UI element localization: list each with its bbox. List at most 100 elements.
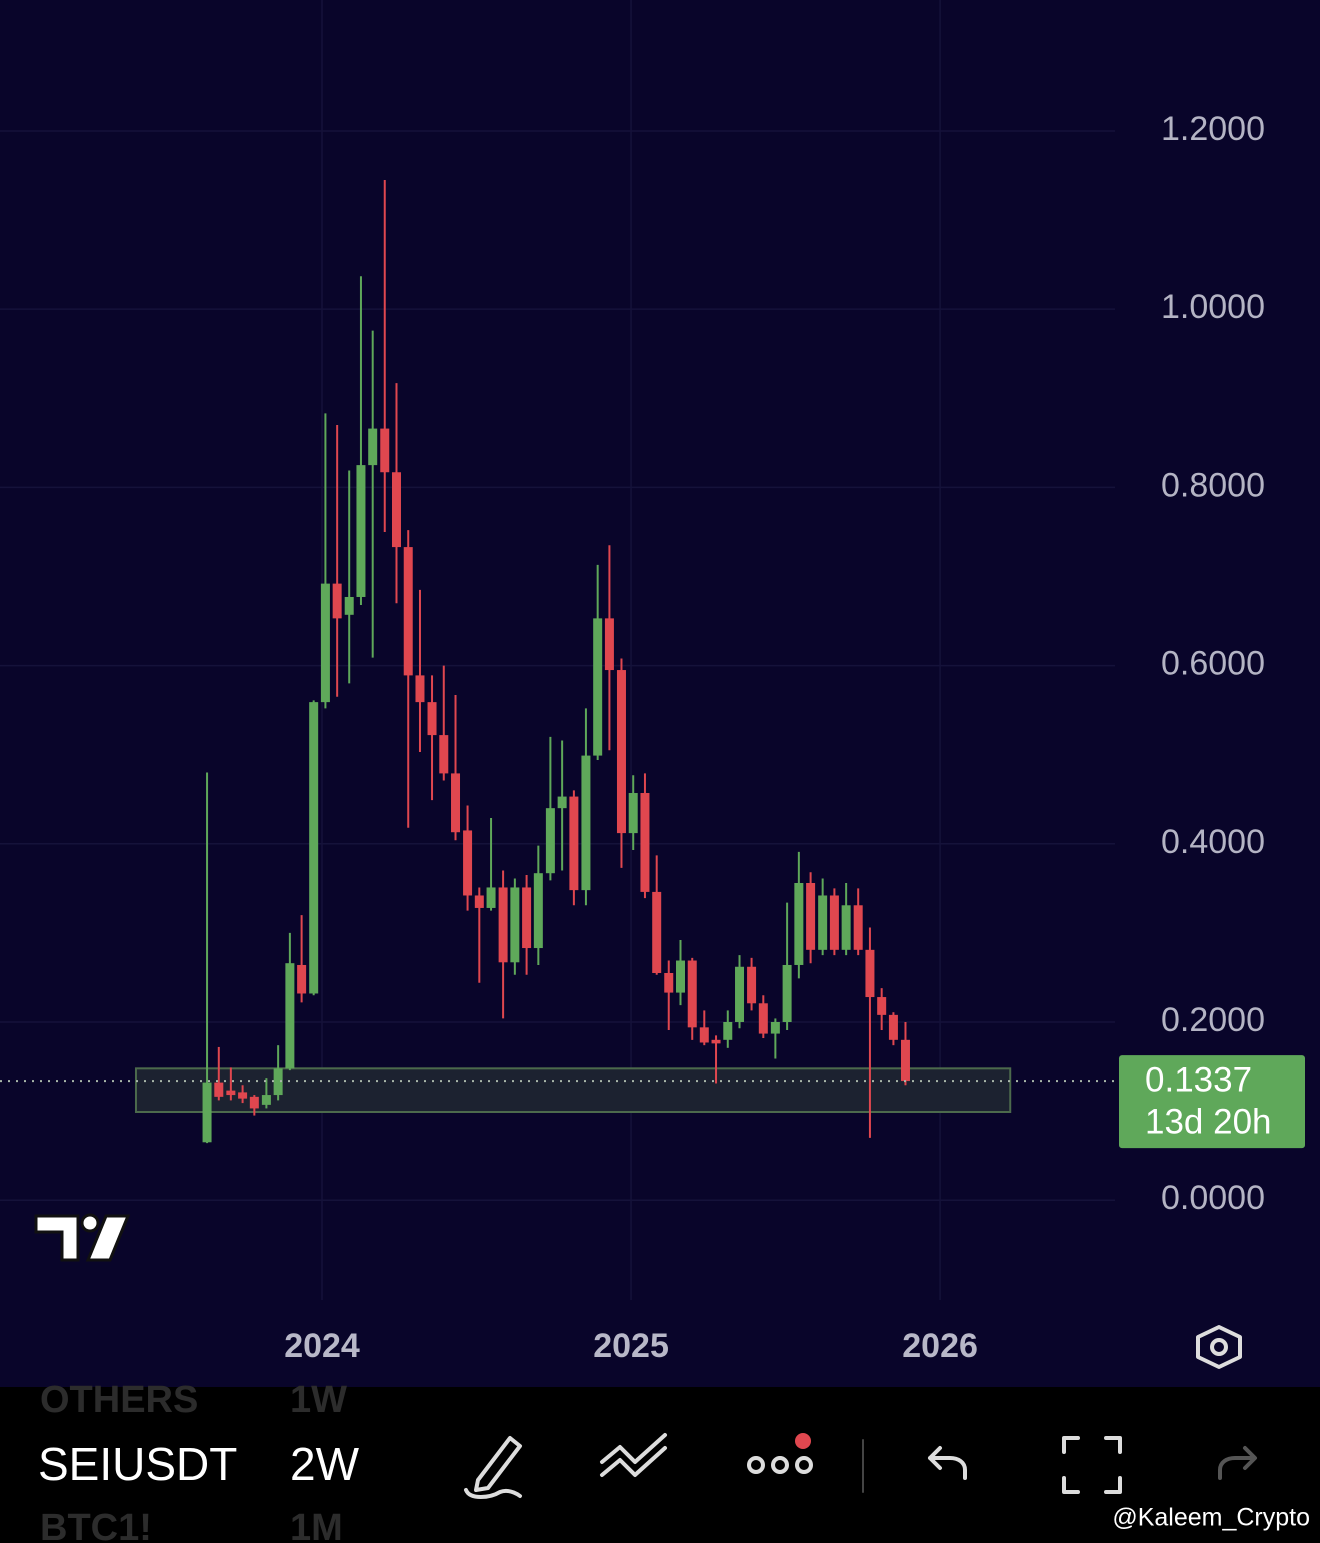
candle-body: [297, 964, 307, 994]
y-tick-label: 1.0000: [1161, 288, 1265, 326]
chart: 0.0000 0.2000 0.4000 0.6000 0.8000 1.0000 1.20…: [0, 0, 1305, 1365]
price-label-box: [1119, 1055, 1305, 1149]
y-tick-label: 0.8000: [1161, 466, 1265, 504]
candle-body: [285, 963, 295, 1069]
candle-body: [865, 949, 875, 998]
undo-button[interactable]: [928, 1446, 967, 1480]
candle-body: [900, 1039, 910, 1082]
candle-body: [545, 808, 555, 874]
candle-body: [332, 583, 342, 619]
candle-body: [261, 1095, 271, 1105]
y-tick-label: 0.4000: [1161, 823, 1265, 861]
candle-body: [202, 1082, 212, 1143]
more-dot[interactable]: [795, 1456, 813, 1474]
candle-body: [463, 830, 473, 896]
indicator-tool[interactable]: [600, 1433, 667, 1477]
candle-body: [604, 618, 614, 671]
candle-body: [664, 972, 674, 993]
last-price: 0.1337: [1145, 1060, 1252, 1099]
y-tick-label: 0.2000: [1161, 1001, 1265, 1039]
y-tick-label: 0.6000: [1161, 645, 1265, 683]
next-interval[interactable]: 1M: [290, 1507, 343, 1543]
chart-background: [0, 0, 1320, 1387]
countdown: 13d 20h: [1145, 1102, 1272, 1141]
fullscreen-button[interactable]: [1062, 1436, 1122, 1494]
candle-body: [522, 887, 532, 949]
candle-body: [498, 887, 508, 963]
toolbar: [0, 1387, 1320, 1543]
prev-symbol[interactable]: OTHERS: [40, 1379, 198, 1421]
watermark: @Kaleem_Crypto: [1112, 1504, 1310, 1532]
candle-body: [380, 428, 390, 473]
draw-tool[interactable]: [464, 1436, 522, 1499]
candle-body: [474, 895, 484, 908]
settings-icon[interactable]: [1196, 1325, 1242, 1369]
redo-button[interactable]: [1218, 1446, 1257, 1480]
candle-body: [403, 547, 413, 676]
candle-body: [806, 883, 816, 950]
candle-body: [723, 1022, 733, 1040]
candle-body: [888, 1014, 898, 1040]
candle-body: [829, 895, 839, 950]
candle-body: [391, 472, 401, 548]
candle-body: [652, 891, 662, 973]
prev-interval[interactable]: 1W: [290, 1379, 347, 1421]
settings-button[interactable]: [1196, 1325, 1242, 1369]
candle-body: [356, 465, 366, 597]
candle-body: [782, 964, 792, 1023]
candle-body: [770, 1022, 780, 1034]
candle-body: [510, 887, 520, 963]
candle-body: [818, 895, 828, 950]
symbol[interactable]: SEIUSDT: [38, 1438, 237, 1490]
notification-dot: [795, 1433, 811, 1449]
candle-body: [853, 905, 863, 950]
candle-body: [569, 796, 579, 891]
candle-body: [675, 960, 685, 993]
candle-body: [273, 1068, 283, 1096]
candle-body: [557, 796, 567, 809]
logo-t: [34, 1214, 80, 1262]
candle-body: [616, 670, 626, 834]
candle-body: [368, 428, 378, 466]
candle-body: [486, 887, 496, 908]
logo-slash: [85, 1214, 131, 1262]
settings-icon-center: [1210, 1338, 1228, 1356]
candle-body: [451, 773, 461, 833]
candle-body: [593, 618, 603, 756]
candle-body: [344, 596, 354, 615]
logo-dot: [80, 1213, 100, 1233]
candle-body: [249, 1096, 259, 1109]
more-dot[interactable]: [747, 1456, 765, 1474]
x-tick-label: 2024: [284, 1327, 360, 1365]
candle-body: [533, 873, 543, 949]
candle-body: [877, 997, 887, 1015]
candle-body: [711, 1039, 721, 1044]
candle-body: [238, 1092, 248, 1099]
next-symbol[interactable]: BTC1!: [40, 1507, 152, 1543]
candle-body: [439, 735, 449, 774]
y-tick-label: 1.2000: [1161, 110, 1265, 148]
candle-body: [320, 583, 330, 703]
candle-body: [226, 1090, 236, 1096]
candle-body: [427, 702, 437, 736]
candle-body: [699, 1027, 709, 1043]
candle-body: [214, 1082, 224, 1097]
more-dot[interactable]: [771, 1456, 789, 1474]
candle-body: [687, 960, 697, 1028]
candle-body: [794, 883, 804, 965]
candle-body: [841, 905, 851, 950]
tradingview-logo: [34, 1213, 131, 1262]
candle-body: [758, 1003, 768, 1034]
candle-body: [415, 675, 425, 703]
candle-body: [581, 755, 591, 891]
candle-body: [628, 793, 638, 834]
candle-body: [735, 966, 745, 1023]
y-tick-label: 0.0000: [1161, 1179, 1265, 1217]
x-tick-label: 2025: [593, 1327, 669, 1365]
x-tick-label: 2026: [902, 1327, 978, 1365]
candle-body: [747, 966, 757, 1004]
interval[interactable]: 2W: [290, 1438, 360, 1490]
candle-body: [640, 793, 650, 892]
candle-body: [309, 702, 319, 994]
